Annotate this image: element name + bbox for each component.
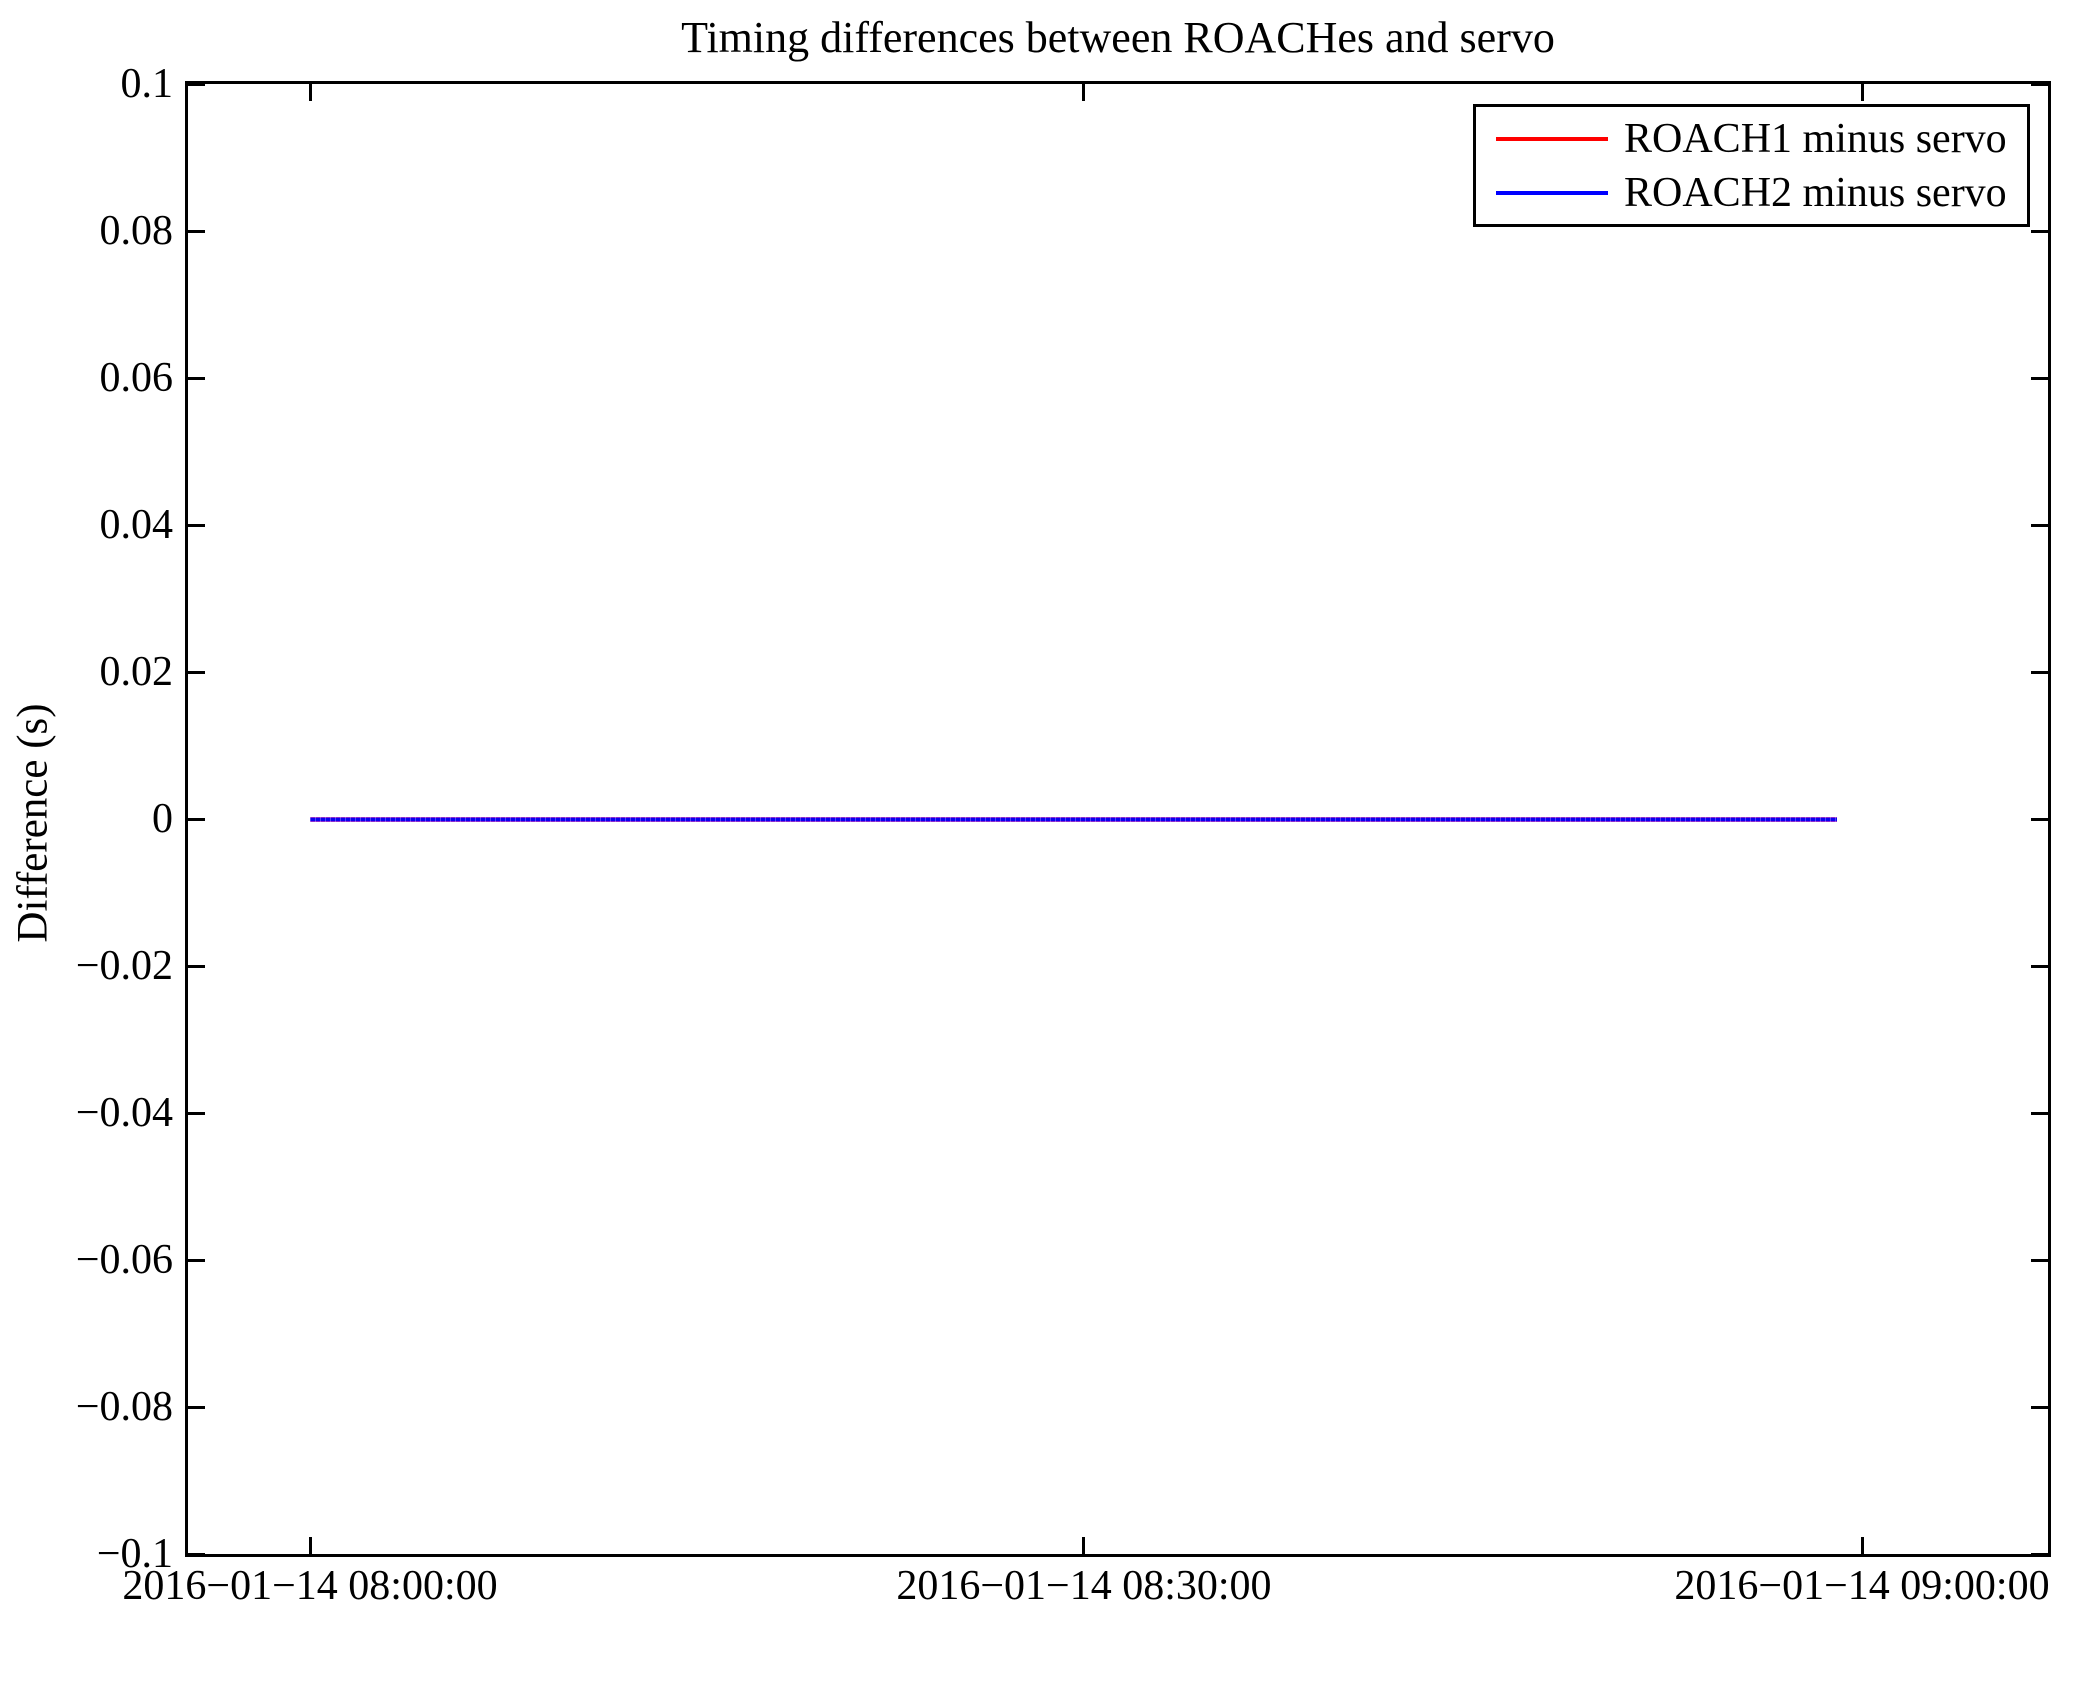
y-tick-label: −0.02: [75, 943, 173, 989]
plot-area: [185, 81, 2051, 1557]
y-tick-label: −0.06: [75, 1237, 173, 1283]
roach2-line-sample-icon: [1496, 190, 1608, 195]
y-tick-mark-right: [2031, 1258, 2048, 1262]
y-tick-mark-right: [2031, 670, 2048, 674]
y-tick-label: 0.02: [99, 649, 174, 695]
legend-entry-roach1: ROACH1 minus servo: [1496, 116, 2027, 162]
x-tick-label: 2016−01−14 08:30:00: [896, 1563, 1272, 1609]
legend-label-roach1: ROACH1 minus servo: [1624, 115, 2007, 162]
x-tick-label: 2016−01−14 08:00:00: [122, 1563, 498, 1609]
y-tick-mark-right: [2031, 376, 2048, 380]
y-tick-mark-left: [188, 1405, 205, 1409]
y-tick-label: 0.1: [120, 61, 174, 107]
y-tick-mark-right: [2031, 1405, 2048, 1409]
y-tick-mark-left: [188, 229, 205, 233]
y-tick-mark-right: [2031, 1111, 2048, 1115]
y-tick-label: −0.04: [75, 1090, 173, 1136]
y-tick-mark-left: [188, 376, 205, 380]
y-tick-mark-left: [188, 1111, 205, 1115]
x-tick-mark-bottom: [1860, 1537, 1864, 1554]
x-tick-mark-top: [1082, 84, 1086, 101]
y-tick-mark-left: [188, 1258, 205, 1262]
x-tick-mark-top: [1860, 84, 1864, 101]
y-tick-label: −0.1: [96, 1531, 173, 1577]
y-tick-label: 0: [152, 796, 173, 842]
y-tick-mark-right: [2031, 964, 2048, 968]
series-roach2-line: [310, 816, 1838, 822]
y-tick-mark-right: [2031, 817, 2048, 821]
legend-entry-roach2: ROACH2 minus servo: [1496, 170, 2027, 216]
x-tick-mark-bottom: [1082, 1537, 1086, 1554]
y-tick-mark-right: [2031, 523, 2048, 527]
y-tick-mark-left: [188, 670, 205, 674]
y-tick-mark-right: [2031, 229, 2048, 233]
y-tick-label: 0.08: [99, 208, 174, 254]
legend-label-roach2: ROACH2 minus servo: [1624, 169, 2007, 216]
chart-title: Timing differences between ROACHes and s…: [681, 13, 1555, 62]
x-tick-mark-top: [308, 84, 312, 101]
x-tick-label: 2016−01−14 09:00:00: [1674, 1563, 2050, 1609]
y-tick-mark-right: [2031, 1552, 2048, 1556]
y-tick-label: −0.08: [75, 1384, 173, 1430]
y-tick-mark-left: [188, 523, 205, 527]
y-tick-mark-left: [188, 1552, 205, 1556]
legend: ROACH1 minus servo ROACH2 minus servo: [1473, 104, 2030, 227]
x-tick-mark-bottom: [308, 1537, 312, 1554]
roach1-line-sample-icon: [1496, 136, 1608, 141]
y-tick-mark-left: [188, 82, 205, 86]
y-tick-mark-left: [188, 964, 205, 968]
y-tick-mark-right: [2031, 82, 2048, 86]
y-tick-label: 0.06: [99, 355, 174, 401]
y-tick-label: 0.04: [99, 502, 174, 548]
y-tick-mark-left: [188, 817, 205, 821]
